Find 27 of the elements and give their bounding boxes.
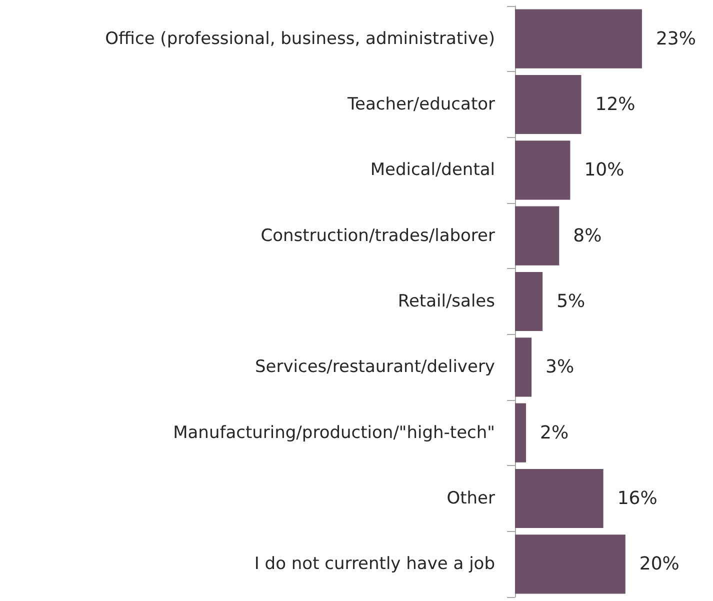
y-tick-label: Manufacturing/production/"high-tech" <box>173 422 495 443</box>
bar <box>515 140 570 200</box>
bar <box>515 534 626 594</box>
data-label: 20% <box>639 554 680 575</box>
bar <box>515 272 543 332</box>
y-tick-label: Construction/trades/laborer <box>260 226 495 246</box>
data-label: 5% <box>556 291 586 312</box>
bar <box>515 206 560 266</box>
bar <box>515 74 582 134</box>
data-label: 23% <box>656 28 696 50</box>
y-tick-label: I do not currently have a job <box>254 554 495 574</box>
data-label: 12% <box>595 94 636 115</box>
y-tick-label: Medical/dental <box>370 160 495 180</box>
data-label: 10% <box>584 160 624 181</box>
bar <box>515 468 604 528</box>
data-label: 2% <box>540 422 569 444</box>
data-label: 8% <box>573 225 602 246</box>
y-tick-label: Teacher/educator <box>346 94 496 114</box>
bar <box>515 403 526 462</box>
bar <box>515 9 642 68</box>
data-label: 3% <box>546 356 574 378</box>
y-tick-label: Services/restaurant/delivery <box>254 357 495 378</box>
y-tick-label: Retail/sales <box>398 292 496 312</box>
y-tick-label: Other <box>446 488 495 508</box>
bar <box>515 338 532 397</box>
data-label: 16% <box>617 488 658 509</box>
y-tick-label: Office (professional, business, administrative) <box>105 28 495 49</box>
